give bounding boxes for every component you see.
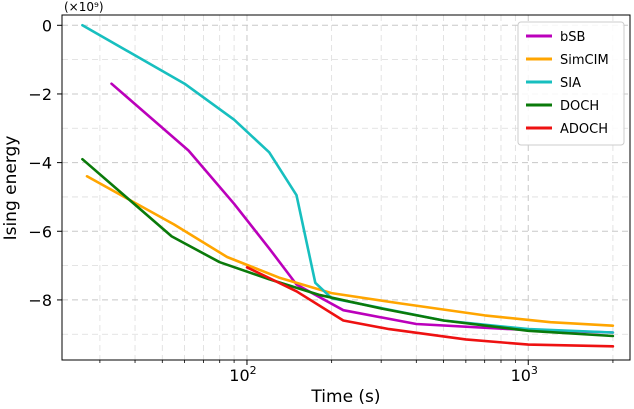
- y-tick-label: −6: [28, 222, 52, 241]
- legend-label-simcim: SimCIM: [560, 53, 609, 68]
- legend-box: [517, 21, 625, 146]
- x-tick-label: 103: [511, 364, 538, 385]
- series-line-simcim: [85, 175, 615, 328]
- y-tick-label: −2: [28, 85, 52, 104]
- series-line-doch: [81, 157, 615, 338]
- series-layer: [81, 23, 615, 348]
- x-tick-label: 102: [229, 364, 256, 385]
- y-axis-label: Ising energy: [1, 136, 21, 241]
- x-axis-label: Time (s): [310, 387, 380, 407]
- series-line-bsb: [110, 82, 615, 334]
- grid: [62, 15, 630, 360]
- plot-frame: [61, 14, 631, 361]
- legend-label-adoch: ADOCH: [560, 122, 608, 137]
- legend-label-bsb: bSB: [560, 30, 585, 45]
- y-tick-label: −4: [28, 154, 52, 173]
- legend-label-doch: DOCH: [560, 99, 599, 114]
- legend-label-sia: SIA: [560, 76, 581, 91]
- axis-ticks: 102 103 0 −2 −4 −6 −8: [28, 16, 614, 385]
- y-multiplier-label: (×10⁹): [64, 0, 104, 14]
- series-line-adoch: [245, 265, 615, 348]
- legend: bSB SimCIM SIA DOCH ADOCH: [517, 21, 625, 146]
- y-tick-label: 0: [42, 16, 52, 35]
- y-tick-label: −8: [28, 291, 52, 310]
